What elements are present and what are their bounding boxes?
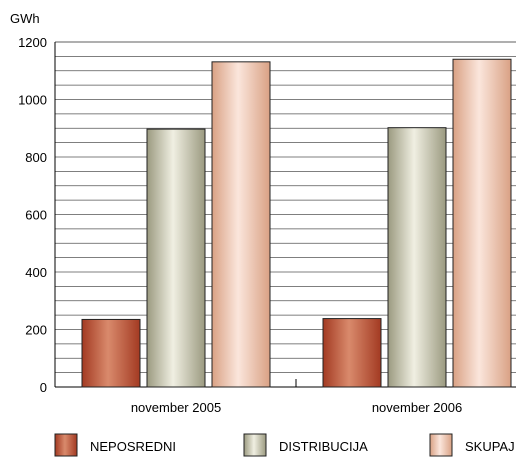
y-tick-label: 600 xyxy=(25,208,47,223)
category-label: november 2005 xyxy=(131,400,221,415)
y-tick-label: 400 xyxy=(25,265,47,280)
bar-neposredni-2 xyxy=(322,318,382,388)
legend-item-distribucija: DISTRIBUCIJA xyxy=(243,433,368,457)
legend-item-neposredni: NEPOSREDNI xyxy=(54,433,176,457)
legend-label: DISTRIBUCIJA xyxy=(279,439,368,454)
y-tick-label: 1000 xyxy=(18,93,47,108)
bar-neposredni-1 xyxy=(81,318,141,388)
legend-label: NEPOSREDNI xyxy=(90,439,176,454)
legend: NEPOSREDNI DISTRIBUCIJA SKUPAJ xyxy=(54,433,515,457)
category-label: november 2006 xyxy=(372,400,462,415)
legend-swatch xyxy=(429,433,453,457)
bar-distribucija-2 xyxy=(387,127,447,388)
legend-label: SKUPAJ xyxy=(465,439,515,454)
bars xyxy=(81,58,512,388)
bar-distribucija-1 xyxy=(146,128,206,388)
y-tick-label: 0 xyxy=(40,380,47,395)
bar-skupaj-2 xyxy=(452,58,512,388)
y-tick-label: 800 xyxy=(25,150,47,165)
legend-swatch xyxy=(243,433,267,457)
legend-swatch xyxy=(54,433,78,457)
category-labels: november 2005 november 2006 xyxy=(131,400,462,415)
y-tick-labels: 0 200 400 600 800 1000 1200 xyxy=(18,35,47,395)
legend-item-skupaj: SKUPAJ xyxy=(429,433,515,457)
y-tick-label: 200 xyxy=(25,323,47,338)
y-tick-label: 1200 xyxy=(18,35,47,50)
bar-skupaj-1 xyxy=(211,61,271,388)
y-axis-unit-label: GWh xyxy=(10,11,40,26)
